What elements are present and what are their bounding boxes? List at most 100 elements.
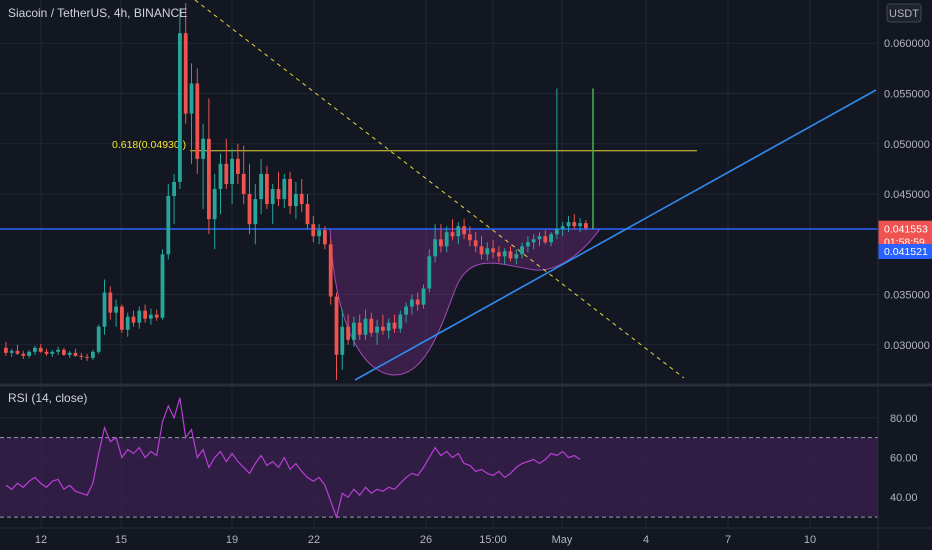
time-tick-label: 19 [226,534,238,546]
last-price-value: 0.041553 [884,224,928,236]
candle-body [305,204,310,225]
candle-body [282,178,287,200]
price-tick-label: 0.055000 [884,88,930,100]
candle-body [247,194,252,225]
time-axis[interactable]: 12 15 19 22 26 15:00 May 4 7 10 [35,534,816,546]
candle-body [294,194,298,207]
time-tick-label: May [552,534,573,546]
candle-body [497,252,501,257]
rsi-pane[interactable] [0,397,878,520]
candle-body [120,306,124,330]
candle-body [340,326,345,355]
descending-trendline[interactable] [194,0,685,379]
candle-body [276,188,281,200]
candle-body [288,178,292,207]
candle-body [479,246,484,255]
candle-body [91,351,95,358]
currency-button-label: USDT [889,8,919,20]
candle-body [236,158,240,174]
candle-body [439,239,443,247]
candle-body [584,223,588,229]
candle-body [398,314,403,329]
candle-body [404,306,408,315]
time-tick-label: 12 [35,534,47,546]
time-tick-label: 4 [643,534,649,546]
time-tick-label: 15:00 [479,534,507,546]
time-tick-label: 26 [420,534,432,546]
candle-body [108,292,113,313]
candle-body [473,240,478,247]
price-pane[interactable]: 0.618(0.04930 ) [0,0,878,381]
rsi-tick-label: 40.00 [890,492,918,504]
candle-body [375,326,379,333]
line-price-value: 0.041521 [884,246,928,258]
candle-body [531,239,536,243]
candle-body [514,254,519,259]
candle-body [526,242,530,247]
candle-body [102,292,107,327]
price-axis[interactable]: 0.060000 0.055000 0.050000 0.045000 0.035000… [884,38,930,352]
candle-body [328,244,333,297]
candle-body [560,226,565,230]
candle-body [207,138,211,220]
candle-body [363,318,368,335]
candle-body [485,248,490,255]
price-tick-label: 0.045000 [884,189,930,201]
candle-body [491,248,495,253]
candle-body [346,326,350,340]
candle-body [172,181,176,197]
candle-body [131,316,136,323]
candle-body [502,251,507,257]
candle-body [114,306,118,313]
candle-body [218,163,223,189]
candle-body [444,232,449,247]
candle-body [33,347,37,352]
currency-button[interactable]: USDT [886,3,922,23]
candle-body [468,234,472,241]
rsi-axis[interactable]: 80.00 60.00 40.00 [890,413,918,504]
rsi-tick-label: 80.00 [890,413,918,425]
candle-body [270,188,275,205]
candle-body [79,355,84,357]
candle-body [265,173,269,205]
ascending-trendline[interactable] [354,89,877,381]
candle-body [427,256,432,289]
candle-body [508,251,513,259]
candle-body [154,314,159,318]
candle-body [9,350,14,353]
candle-body [462,226,466,235]
fib-618-label: 0.618(0.04930 ) [112,139,186,151]
candle-body [201,138,205,159]
candle-body [38,347,43,352]
candle-body [317,230,321,237]
candle-body [415,299,420,305]
time-tick-label: 7 [725,534,731,546]
candle-body [566,222,571,227]
candle-body [224,163,229,184]
candle-body [189,83,194,114]
candle-body [44,351,49,354]
candle-body [230,158,234,184]
rsi-line [5,397,581,520]
candle-body [62,349,66,355]
rsi-title: RSI (14, close) [8,391,87,405]
candle-body [253,199,258,225]
candle-body [450,232,455,237]
candle-body [369,318,374,333]
time-tick-label: 10 [804,534,816,546]
candle-body [537,236,542,240]
candle-body [456,226,461,237]
candle-body [178,33,182,182]
symbol-title: Siacoin / TetherUS, 4h, BINANCE [8,6,187,20]
candle-body [323,230,327,245]
price-tick-label: 0.050000 [884,139,930,151]
time-tick-label: 22 [308,534,320,546]
candle-body [195,83,200,159]
rsi-tick-label: 60.00 [890,453,918,465]
candle-body [56,349,60,352]
candle-body [357,322,362,335]
price-tick-label: 0.060000 [884,38,930,50]
candle-body [143,310,147,319]
candle-body [578,223,582,227]
